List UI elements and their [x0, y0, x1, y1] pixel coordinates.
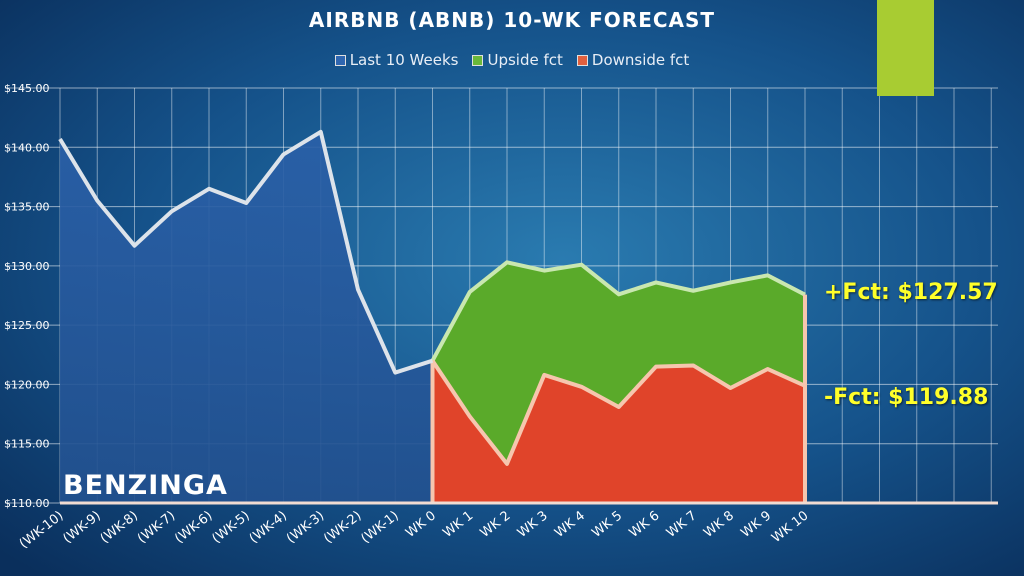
legend-label-upside: Upside fct	[487, 51, 563, 69]
series-line-downside	[430, 359, 806, 466]
legend-swatch-history	[334, 54, 346, 66]
legend-label-downside: Downside fct	[591, 51, 690, 69]
legend-label-history: Last 10 Weeks	[349, 51, 459, 69]
downside-forecast-label: -Fct: $119.88	[824, 385, 989, 410]
y-tick-label: $130.00	[4, 260, 50, 273]
upside-forecast-label: +Fct: $127.57	[824, 280, 998, 305]
series-line-upside	[430, 260, 806, 362]
accent-bar	[877, 0, 934, 96]
legend: Last 10 Weeks Upside fct Downside fct	[0, 51, 1024, 69]
y-tick-label: $120.00	[4, 378, 50, 391]
legend-item-upside: Upside fct	[472, 51, 563, 69]
y-tick-label: $125.00	[4, 319, 50, 332]
series-area-last-10-weeks	[60, 131, 433, 503]
series-area-downside	[432, 360, 805, 503]
y-tick-label: $110.00	[4, 497, 50, 510]
series-line-last-10-weeks	[58, 129, 434, 375]
legend-swatch-downside	[576, 54, 588, 66]
y-tick-label: $140.00	[4, 141, 50, 154]
brand-logo: BENZINGA	[63, 470, 228, 501]
chart-title: AIRBNB (ABNB) 10-WK FORECAST	[308, 8, 716, 32]
y-tick-label: $115.00	[4, 438, 50, 451]
legend-item-downside: Downside fct	[576, 51, 690, 69]
y-tick-label: $145.00	[4, 82, 50, 95]
legend-swatch-upside	[472, 54, 484, 66]
y-tick-label: $135.00	[4, 201, 50, 214]
legend-item-history: Last 10 Weeks	[334, 51, 459, 69]
